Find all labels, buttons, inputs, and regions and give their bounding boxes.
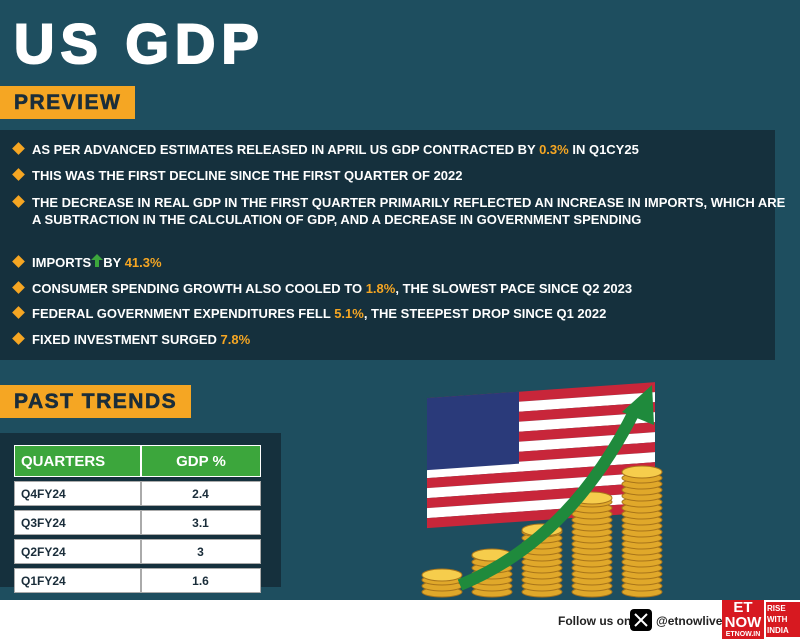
- text: , THE STEEPEST DROP SINCE Q1 2022: [363, 306, 607, 321]
- shape: [427, 452, 655, 479]
- shape: [421, 568, 463, 582]
- text: , THE SLOWEST PACE SINCE Q2 2023: [395, 281, 633, 296]
- bullet: AS PER ADVANCED ESTIMATES RELEASED IN AP…: [12, 141, 787, 158]
- logo: ET NOW ETNOW.IN: [722, 600, 764, 639]
- highlight: 41.3%: [124, 255, 162, 270]
- text: THE DECREASE IN REAL GDP IN THE FIRST QU…: [32, 195, 786, 227]
- shape: [427, 482, 655, 509]
- table-cell: 1.6: [141, 568, 261, 593]
- text: CONSUMER SPENDING GROWTH ALSO COOLED TO: [32, 281, 363, 296]
- handle: @etnowlive: [656, 614, 723, 628]
- site: ETNOW.IN: [725, 631, 761, 638]
- text: IN Q1CY25: [572, 142, 639, 157]
- table-cell: 3.1: [141, 510, 261, 535]
- table-row: Q4FY24 2.4: [14, 481, 261, 506]
- table-cell: Q2FY24: [14, 539, 141, 564]
- gdp-table: QUARTERS GDP % Q4FY24 2.4 Q3FY24 3.1 Q2FY24 3 Q…: [14, 441, 261, 597]
- table-cell: Q3FY24: [14, 510, 141, 535]
- section-label: PAST TRENDS: [0, 385, 192, 418]
- bullet: CONSUMER SPENDING GROWTH ALSO COOLED TO …: [12, 280, 787, 297]
- table-row: Q1FY24 1.6: [14, 568, 261, 593]
- table-row: Q3FY24 3.1: [14, 510, 261, 535]
- logo-text: ET NOW: [724, 599, 762, 631]
- text: IMPORTS: [32, 255, 92, 270]
- preview-panel: AS PER ADVANCED ESTIMATES RELEASED IN AP…: [0, 130, 785, 360]
- highlight: 5.1%: [334, 306, 364, 321]
- section-label: PREVIEW: [0, 86, 136, 119]
- bullet: IMPORTS BY 41.3%: [12, 254, 787, 271]
- header-cell: GDP %: [141, 445, 261, 477]
- bullet: THE DECREASE IN REAL GDP IN THE FIRST QU…: [12, 194, 787, 228]
- shape: [621, 465, 663, 479]
- text: FEDERAL GOVERNMENT EXPENDITURES FELL: [32, 306, 331, 321]
- x-icon: [630, 609, 652, 631]
- text: AS PER ADVANCED ESTIMATES RELEASED IN AP…: [32, 142, 536, 157]
- table-row: Q2FY24 3: [14, 539, 261, 564]
- footer: Follow us on @etnowlive ET NOW ETNOW.IN R…: [0, 600, 800, 639]
- text: BY: [103, 255, 122, 270]
- highlight: 1.8%: [365, 281, 396, 296]
- bullet: FIXED INVESTMENT SURGED 7.8%: [12, 331, 787, 348]
- highlight: 0.3%: [539, 142, 569, 157]
- title: US GDP: [13, 12, 265, 75]
- table-cell: Q1FY24: [14, 568, 141, 593]
- header-cell: QUARTERS: [14, 445, 141, 477]
- table-cell: Q4FY24: [14, 481, 141, 506]
- tagline: RISE WITH INDIA: [766, 602, 800, 637]
- table-cell: 2.4: [141, 481, 261, 506]
- bullet: FEDERAL GOVERNMENT EXPENDITURES FELL 5.1…: [12, 305, 787, 322]
- illustration: [421, 382, 663, 598]
- up-arrow: [91, 254, 104, 267]
- bullet: THIS WAS THE FIRST DECLINE SINCE THE FIR…: [12, 167, 787, 184]
- text: FIXED INVESTMENT SURGED: [32, 332, 217, 347]
- highlight: 7.8%: [220, 332, 251, 347]
- table-cell: 3: [141, 539, 261, 564]
- follow-text: Follow us on: [558, 614, 632, 628]
- text: THIS WAS THE FIRST DECLINE SINCE THE FIR…: [32, 168, 463, 183]
